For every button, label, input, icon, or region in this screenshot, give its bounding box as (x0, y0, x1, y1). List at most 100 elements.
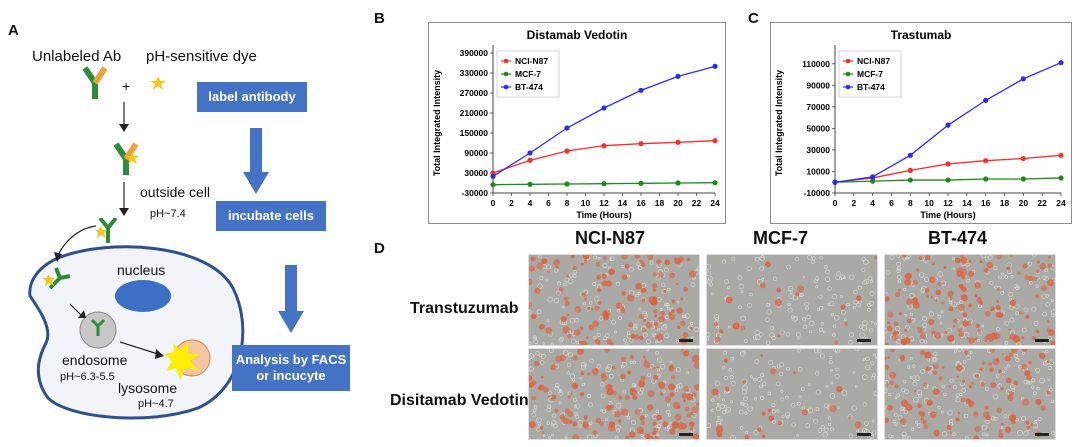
cell-outline (738, 283, 745, 290)
cell-outline (962, 359, 967, 364)
labeled-cell (641, 287, 647, 294)
cell-outline (830, 312, 834, 317)
label-antibody-box: label antibody (197, 82, 307, 112)
cell-outline (797, 366, 803, 372)
cell-outline (1042, 275, 1047, 280)
labeled-cell (531, 313, 537, 320)
antibody-icon (82, 66, 108, 99)
labeled-cell (621, 291, 626, 296)
labeled-cell (953, 318, 958, 324)
cell-outline (532, 408, 537, 413)
cell-outline (861, 256, 866, 261)
cell-outline (550, 342, 554, 345)
cell-outline (893, 413, 898, 417)
cell-outline (823, 330, 826, 334)
labeled-cell (966, 336, 969, 340)
cell-outline (790, 403, 796, 408)
labeled-cell (947, 290, 954, 297)
labeled-cell (569, 392, 573, 396)
cell-outline (561, 305, 565, 309)
microscopy-image (706, 254, 878, 346)
cell-outline (578, 424, 582, 428)
cell-outline (947, 410, 953, 416)
cell-outline (852, 370, 856, 374)
cell-outline (827, 416, 831, 420)
cell-outline (545, 278, 549, 282)
labeled-cell (1021, 336, 1025, 340)
cell-outline (714, 380, 720, 386)
cell-outline (786, 366, 790, 371)
data-point-mcf-7 (675, 180, 681, 186)
cell-outline (616, 281, 620, 286)
labeled-cell (840, 304, 846, 310)
legend-marker (845, 58, 851, 64)
cell-outline (722, 259, 727, 264)
column-title-nci-n87: NCI-N87 (575, 228, 646, 248)
cell-outline (901, 431, 907, 437)
labeled-cell (797, 285, 805, 293)
labeled-cell (974, 294, 978, 298)
cell-outline (1009, 297, 1013, 301)
data-point-nci-n87 (564, 148, 570, 154)
cell-outline (811, 256, 816, 261)
labeled-cell (1027, 275, 1034, 281)
cell-outline (730, 434, 736, 439)
labeled-cell (658, 272, 664, 278)
cell-outline (569, 273, 574, 278)
cell-outline (796, 401, 801, 406)
cell-outline (649, 260, 654, 265)
cell-outline (963, 414, 969, 419)
labeled-cell (793, 371, 796, 375)
microscopy-image (528, 348, 700, 440)
cell-outline (1031, 255, 1037, 258)
cell-outline (759, 266, 764, 271)
cell-outline (889, 255, 895, 260)
labeled-cell (886, 325, 893, 332)
cell-outline (529, 354, 532, 360)
labeled-cell (925, 255, 931, 261)
cell-outline (551, 420, 557, 426)
cell-outline (716, 419, 722, 424)
labeled-cell (560, 315, 567, 322)
labeled-cell (620, 307, 626, 314)
cell-outline (529, 366, 534, 372)
cell-outline (780, 397, 785, 402)
cell-outline (638, 307, 642, 311)
cell-outline (855, 349, 860, 352)
labeled-cell (741, 379, 747, 385)
cell-outline (949, 422, 953, 426)
cell-outline (989, 280, 994, 286)
data-point-mcf-7 (712, 180, 718, 186)
data-point-mcf-7 (527, 181, 533, 187)
cell-outline (655, 409, 660, 414)
cell-outline (779, 371, 784, 377)
cell-outline (745, 430, 749, 434)
legend-marker (503, 84, 509, 90)
cell-outline (828, 360, 833, 365)
labeled-cell (543, 387, 549, 393)
labeled-cell (660, 310, 665, 316)
cell-outline (779, 329, 785, 335)
labeled-cell (1040, 285, 1048, 292)
labeled-cell (540, 375, 544, 379)
labeled-cell (677, 325, 681, 330)
cell-outline (870, 279, 874, 283)
labeled-cell (960, 286, 966, 291)
cell-outline (558, 401, 562, 405)
labeled-cell (829, 405, 837, 413)
cell-outline (871, 419, 875, 423)
cell-outline (829, 368, 833, 372)
labeled-cell (912, 279, 918, 286)
data-point-nci-n87 (638, 141, 644, 147)
labeled-cell (990, 333, 998, 340)
cell-outline (943, 392, 947, 396)
labeled-cell (602, 255, 607, 260)
x-tick-label: 10 (581, 198, 591, 208)
cell-outline (924, 276, 929, 282)
data-point-nci-n87 (1058, 152, 1064, 158)
cell-outline (744, 411, 748, 415)
cell-outline (853, 289, 858, 295)
labeled-cell (892, 330, 898, 335)
labeled-cell (638, 381, 645, 388)
labeled-cell (656, 259, 662, 265)
